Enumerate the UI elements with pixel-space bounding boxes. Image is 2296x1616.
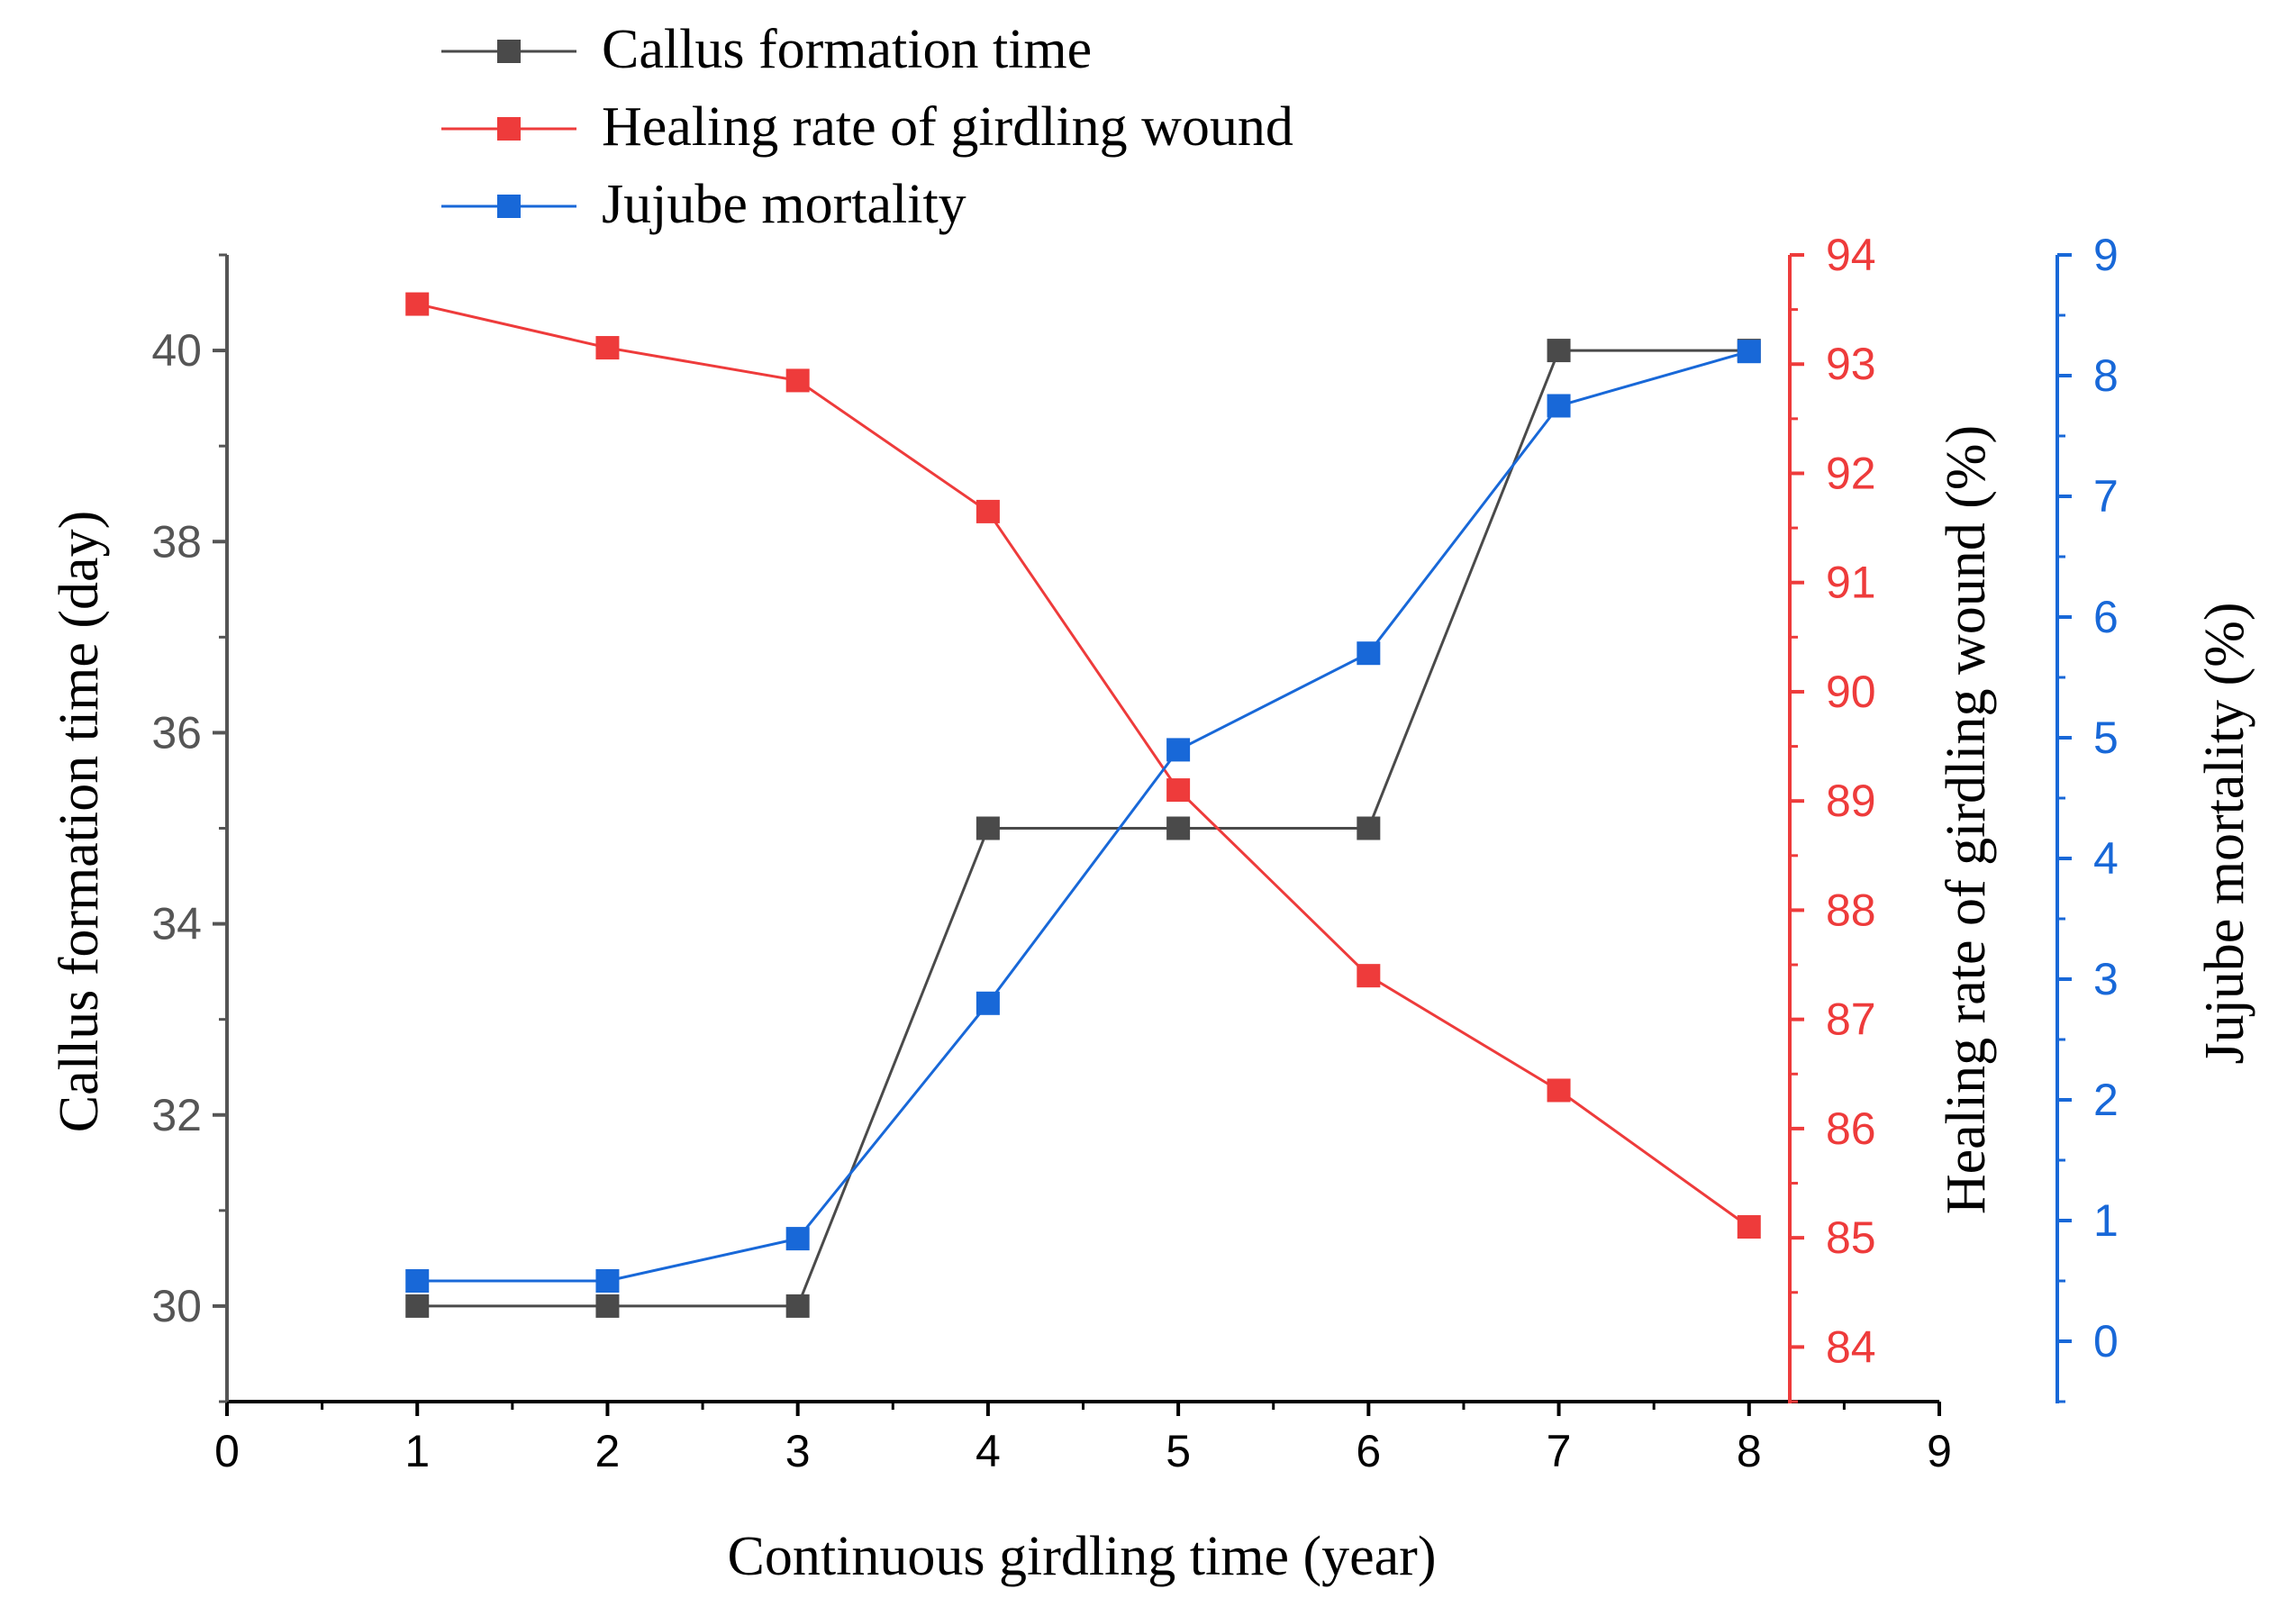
right1-y-axis-title: Healing rate of girdling wound (%)	[1936, 425, 1997, 1214]
right1-y-tick-label: 85	[1826, 1212, 1876, 1263]
right1-y-tick-label: 93	[1826, 339, 1876, 389]
right2-y-tick-label: 7	[2093, 471, 2119, 522]
x-tick-label: 4	[976, 1426, 1001, 1476]
legend-item-healing: Healing rate of girdling wound	[441, 96, 1293, 158]
data-point-series-2	[976, 991, 1000, 1015]
data-point-series-1	[405, 292, 430, 316]
series-layer	[405, 292, 1761, 1318]
right1-y-tick-label: 92	[1826, 448, 1876, 498]
right1-y-tick-label: 86	[1826, 1103, 1876, 1154]
data-point-series-2	[785, 1227, 810, 1251]
data-point-series-2	[405, 1269, 430, 1293]
left-y-tick-label: 38	[151, 516, 202, 567]
x-tick-label: 7	[1547, 1426, 1572, 1476]
x-tick-label: 9	[1927, 1426, 1952, 1476]
right1-y-tick-label: 90	[1826, 667, 1876, 717]
data-point-series-1	[595, 336, 620, 360]
x-tick-label: 0	[214, 1426, 240, 1476]
right2-y-tick-label: 3	[2093, 954, 2119, 1004]
series-line-2	[417, 350, 1750, 1283]
data-point-series-1	[1357, 964, 1381, 988]
x-tick-label: 2	[595, 1426, 621, 1476]
data-point-series-0	[405, 1294, 430, 1318]
left-y-axis-title: Callus formation time (day)	[49, 511, 110, 1132]
left-y-tick-label: 34	[151, 899, 202, 949]
data-point-series-0	[976, 816, 1000, 840]
data-point-series-1	[1547, 1078, 1571, 1103]
data-point-series-2	[595, 1269, 620, 1293]
data-point-series-2	[1547, 394, 1571, 418]
x-tick-label: 8	[1737, 1426, 1762, 1476]
legend-item-mortality: Jujube mortality	[441, 174, 966, 235]
right2-y-tick-label: 9	[2093, 230, 2119, 280]
left-y-tick-label: 40	[151, 325, 202, 376]
data-point-series-1	[1737, 1215, 1761, 1239]
legend-label-callus: Callus formation time	[602, 19, 1092, 80]
right2-y-tick-label: 1	[2093, 1195, 2119, 1246]
legend-marker-callus	[497, 40, 521, 63]
data-point-series-2	[1357, 641, 1381, 666]
right1-y-tick-label: 88	[1826, 885, 1876, 935]
data-point-series-2	[1166, 738, 1191, 762]
right2-y-tick-label: 6	[2093, 592, 2119, 642]
legend-item-callus: Callus formation time	[441, 19, 1092, 80]
series-line-0	[417, 349, 1749, 1308]
data-point-series-0	[595, 1294, 620, 1318]
data-point-series-0	[1166, 816, 1191, 840]
right1-y-tick-label: 94	[1826, 230, 1876, 280]
right2-y-tick-label: 8	[2093, 350, 2119, 401]
right2-y-axis-title: Jujube mortality (%)	[2194, 602, 2255, 1064]
data-point-series-0	[1357, 816, 1381, 840]
legend-marker-healing	[497, 117, 521, 141]
tick-layer: 0 1 2 3 4 5 6 7 8 9303234363840848586878889909192…	[151, 230, 2118, 1476]
left-y-tick-label: 36	[151, 707, 202, 758]
left-y-tick-label: 30	[151, 1281, 202, 1331]
legend-label-healing: Healing rate of girdling wound	[602, 96, 1293, 158]
legend: Callus formation time Healing rate of gi…	[441, 19, 1293, 235]
right1-y-tick-label: 89	[1826, 776, 1876, 826]
left-y-tick-label: 32	[151, 1090, 202, 1140]
data-point-series-0	[785, 1294, 810, 1318]
right1-y-tick-label: 87	[1826, 994, 1876, 1045]
legend-label-mortality: Jujube mortality	[602, 174, 966, 235]
series-line-1	[416, 303, 1750, 1229]
x-tick-label: 5	[1166, 1426, 1191, 1476]
x-tick-label: 1	[404, 1426, 430, 1476]
data-point-series-2	[1737, 340, 1761, 364]
legend-marker-mortality	[497, 195, 521, 218]
data-point-series-1	[976, 499, 1000, 523]
x-tick-label: 3	[785, 1426, 811, 1476]
right2-y-tick-label: 4	[2093, 833, 2119, 884]
right1-y-tick-label: 84	[1826, 1321, 1876, 1372]
right1-y-tick-label: 91	[1826, 558, 1876, 608]
right2-y-tick-label: 0	[2093, 1316, 2119, 1366]
x-tick-label: 6	[1356, 1426, 1381, 1476]
right2-y-tick-label: 2	[2093, 1075, 2119, 1125]
data-point-series-1	[785, 368, 810, 393]
right2-y-tick-label: 5	[2093, 713, 2119, 763]
data-point-series-1	[1166, 778, 1191, 803]
x-axis-title: Continuous girdling time (year)	[728, 1526, 1437, 1587]
data-point-series-0	[1547, 339, 1571, 363]
